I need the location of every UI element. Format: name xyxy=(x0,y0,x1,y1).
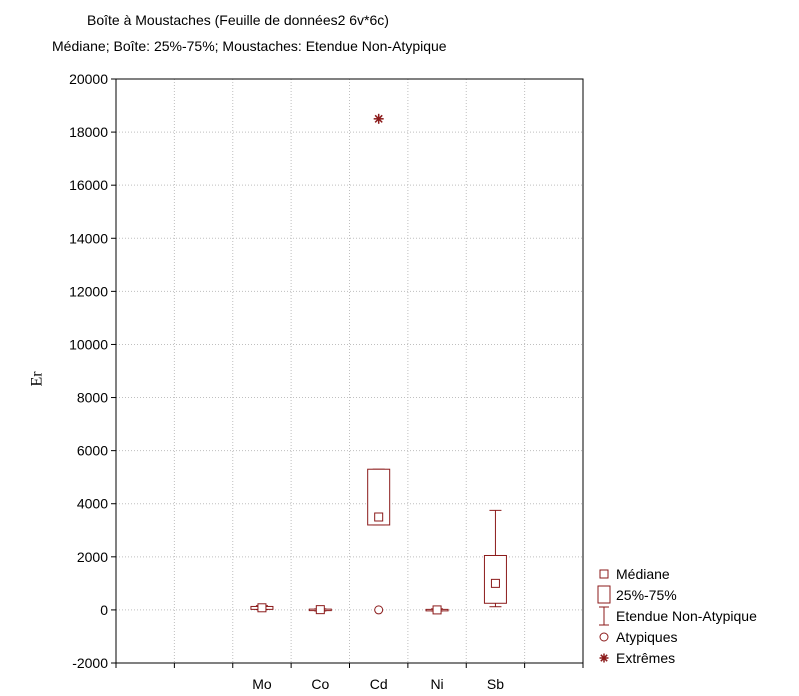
legend-extreme-icon xyxy=(599,653,609,663)
y-tick-label: -2000 xyxy=(72,655,108,671)
chart-subtitle: Médiane; Boîte: 25%-75%; Moustaches: Ete… xyxy=(52,38,447,54)
y-tick-label: 12000 xyxy=(69,283,108,299)
legend-median-icon xyxy=(599,569,609,579)
y-tick-label: 2000 xyxy=(77,549,108,565)
y-tick-label: 6000 xyxy=(77,443,108,459)
y-tick-label: 4000 xyxy=(77,496,108,512)
box-cd xyxy=(367,468,391,526)
y-tick-label: 18000 xyxy=(69,124,108,140)
legend-outlier-icon xyxy=(599,632,609,642)
x-tick-label-cd: Cd xyxy=(370,676,388,692)
y-tick-label: 16000 xyxy=(69,177,108,193)
y-tick-label: 0 xyxy=(100,602,108,618)
y-tick-label: 14000 xyxy=(69,230,108,246)
median-marker-cd xyxy=(374,512,384,522)
x-tick-label-ni: Ni xyxy=(430,676,443,692)
legend-whisker-label: Etendue Non-Atypique xyxy=(616,608,757,624)
y-tick-label: 20000 xyxy=(69,71,108,87)
x-tick-label-co: Co xyxy=(311,676,329,692)
legend-box-icon xyxy=(597,585,611,604)
median-marker-mo xyxy=(257,603,267,613)
legend-outlier-label: Atypiques xyxy=(616,629,677,645)
y-tick-label: 10000 xyxy=(69,336,108,352)
median-marker-sb xyxy=(490,578,500,588)
median-marker-co xyxy=(315,605,325,615)
chart-title: Boîte à Moustaches (Feuille de données2 … xyxy=(87,12,389,28)
y-tick-label: 8000 xyxy=(77,390,108,406)
legend-box-label: 25%-75% xyxy=(616,587,677,603)
extreme-point-cd xyxy=(373,113,384,124)
x-tick-label-mo: Mo xyxy=(252,676,272,692)
median-marker-ni xyxy=(432,605,442,615)
legend-median-label: Médiane xyxy=(616,566,670,582)
legend-extreme-label: Extrêmes xyxy=(616,650,675,666)
outlier-point-cd xyxy=(374,605,384,615)
x-tick-label-sb: Sb xyxy=(487,676,504,692)
